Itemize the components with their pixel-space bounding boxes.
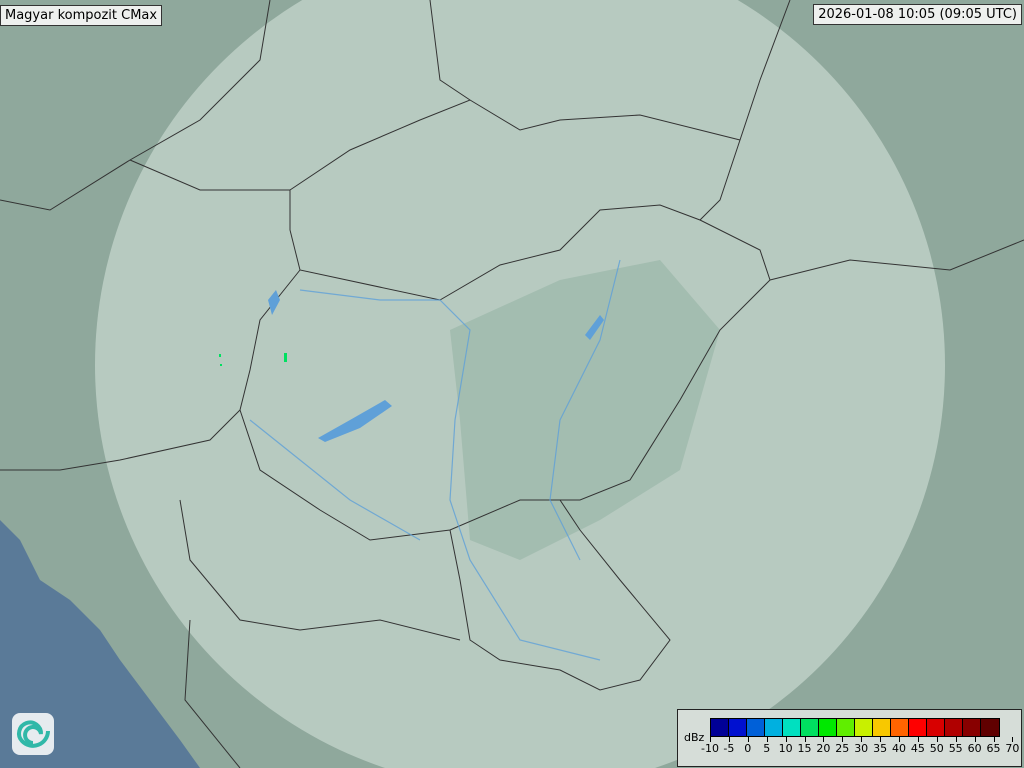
legend-tick-label: 5 <box>763 742 771 755</box>
omsz-logo <box>12 713 54 755</box>
adriatic-sea <box>0 520 200 768</box>
legend-tick-label: 45 <box>910 742 925 755</box>
lake-balaton <box>318 400 392 442</box>
legend-color-bar <box>710 718 1000 737</box>
legend-bin <box>945 719 963 736</box>
legend-tick-mark <box>955 737 957 742</box>
legend-tick-mark <box>1012 737 1014 742</box>
legend-tick-mark <box>823 737 825 742</box>
legend-tick-label: 35 <box>873 742 888 755</box>
legend-tick-label: 10 <box>778 742 793 755</box>
legend-bin <box>819 719 837 736</box>
legend-bin <box>909 719 927 736</box>
legend-tick-mark <box>861 737 863 742</box>
legend-bin <box>927 719 945 736</box>
legend-bin <box>711 719 729 736</box>
legend-bin <box>747 719 765 736</box>
lake-neusiedl <box>268 290 280 315</box>
legend-tick-label: 60 <box>967 742 982 755</box>
legend-tick-mark <box>993 737 995 742</box>
legend-tick-label: 20 <box>816 742 831 755</box>
legend-tick-label: 40 <box>892 742 906 755</box>
map-title: Magyar kompozit CMax <box>0 5 163 26</box>
rivers <box>249 259 621 661</box>
legend-tick-mark <box>710 737 711 742</box>
legend-bin <box>981 719 999 736</box>
legend-tick-label: 50 <box>929 742 944 755</box>
legend-tick-label: 0 <box>744 742 752 755</box>
legend-tick-mark <box>728 737 730 742</box>
legend-tick-mark <box>747 737 749 742</box>
legend-tick-label: 25 <box>835 742 850 755</box>
legend-tick-mark <box>917 737 919 742</box>
legend-tick-mark <box>804 737 806 742</box>
legend-tick-label: -5 <box>723 742 735 755</box>
legend-tick-label: -10 <box>701 742 719 755</box>
legend-tick-mark <box>766 737 768 742</box>
legend-tick-label: 15 <box>797 742 812 755</box>
timestamp: 2026-01-08 10:05 (09:05 UTC) <box>813 4 1022 25</box>
legend-bin <box>891 719 909 736</box>
plain-area <box>450 260 720 560</box>
radar-echoes <box>219 353 287 366</box>
lake-tisza <box>585 315 604 340</box>
legend-bin <box>783 719 801 736</box>
legend-tick-mark <box>880 737 882 742</box>
legend-tick-mark <box>842 737 844 742</box>
legend-bin <box>729 719 747 736</box>
legend-tick-label: 55 <box>948 742 963 755</box>
legend-bin <box>963 719 981 736</box>
legend-tick-mark <box>899 737 900 742</box>
legend-unit: dBz <box>684 731 705 744</box>
legend-tick-label: 70 <box>1005 742 1020 755</box>
legend-tick-mark <box>974 737 976 742</box>
dbz-legend: dBz -10 -5 0 5 10 15 20 25 30 35 40 45 50 55 60 65 70 <box>677 709 1022 767</box>
legend-bin <box>765 719 783 736</box>
legend-tick-label: 65 <box>986 742 1001 755</box>
legend-ticks: -10 -5 0 5 10 15 20 25 30 35 40 45 50 55 60 65 70 <box>701 737 1019 757</box>
legend-bin <box>855 719 873 736</box>
legend-tick-mark <box>785 737 787 742</box>
spiral-logo-icon <box>17 720 50 748</box>
legend-bin <box>873 719 891 736</box>
legend-bin <box>801 719 819 736</box>
legend-tick-label: 30 <box>854 742 869 755</box>
legend-bin <box>837 719 855 736</box>
legend-tick-mark <box>936 737 938 742</box>
